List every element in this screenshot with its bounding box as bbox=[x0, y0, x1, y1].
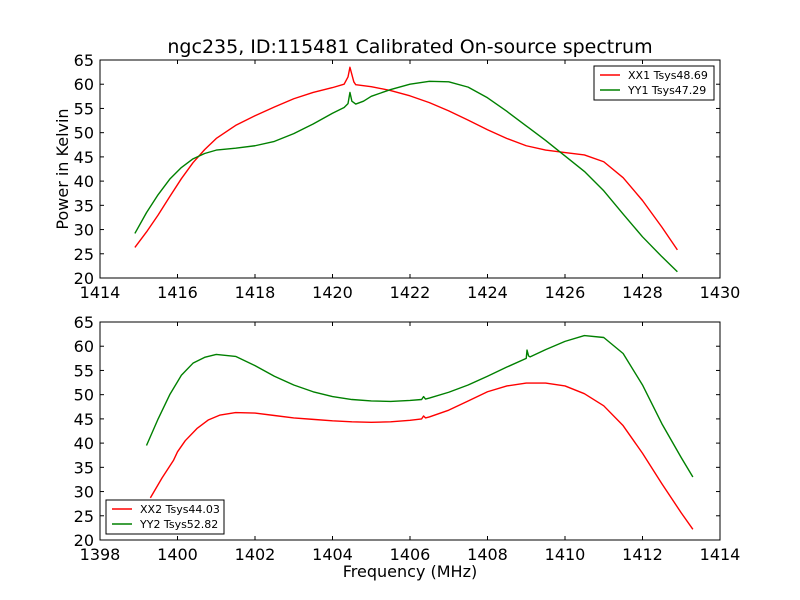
bottom-y-tick-label: 35 bbox=[74, 458, 94, 477]
bottom-y-tick-label: 60 bbox=[74, 337, 94, 356]
top-x-tick-label: 1418 bbox=[235, 283, 276, 302]
top-x-tick-label: 1414 bbox=[80, 283, 121, 302]
top-x-tick-label: 1416 bbox=[157, 283, 198, 302]
figure-title: ngc235, ID:115481 Calibrated On-source s… bbox=[167, 36, 652, 58]
top-y-tick-label: 25 bbox=[74, 245, 94, 264]
top-x-tick-label: 1426 bbox=[545, 283, 586, 302]
y-axis-label: Power in Kelvin bbox=[53, 108, 72, 229]
top-y-tick-label: 35 bbox=[74, 196, 94, 215]
top-y-tick-label: 20 bbox=[74, 269, 94, 288]
bottom-legend-label-1: YY2 Tsys52.82 bbox=[139, 518, 218, 531]
bottom-y-tick-label: 65 bbox=[74, 313, 94, 332]
top-x-tick-label: 1424 bbox=[467, 283, 508, 302]
bottom-spectrum-panel: 1398 1400 1402 1404 1406 1408 1410 1412 1414 20 25… bbox=[74, 313, 741, 564]
top-x-tick-label: 1430 bbox=[700, 283, 741, 302]
bottom-x-tick-label: 1410 bbox=[545, 545, 586, 564]
top-legend-label-0: XX1 Tsys48.69 bbox=[628, 69, 708, 82]
bottom-y-tick-label: 55 bbox=[74, 361, 94, 380]
bottom-y-tick-label: 45 bbox=[74, 410, 94, 429]
bottom-x-tick-label: 1412 bbox=[622, 545, 663, 564]
bottom-y-tick-label: 20 bbox=[74, 531, 94, 550]
top-x-tick-label: 1420 bbox=[312, 283, 353, 302]
bottom-x-tick-label: 1400 bbox=[157, 545, 198, 564]
top-legend-label-1: YY1 Tsys47.29 bbox=[627, 84, 706, 97]
top-series-group bbox=[134, 66, 678, 273]
bottom-x-tick-label: 1404 bbox=[312, 545, 353, 564]
bottom-y-tick-label: 50 bbox=[74, 386, 94, 405]
top-y-tick-label: 40 bbox=[74, 172, 94, 191]
top-y-tick-label: 45 bbox=[74, 148, 94, 167]
top-legend-box bbox=[593, 65, 715, 101]
top-y-tick-label: 60 bbox=[74, 75, 94, 94]
top-x-tick-label: 1428 bbox=[622, 283, 663, 302]
bottom-y-tick-label: 25 bbox=[74, 507, 94, 526]
x-axis-label: Frequency (MHz) bbox=[343, 562, 477, 581]
top-y-tick-label: 65 bbox=[74, 51, 94, 70]
bottom-x-tick-label: 1402 bbox=[235, 545, 276, 564]
top-spectrum-panel: 1414 1416 1418 1420 1422 1424 1426 1428 1430 20 25… bbox=[74, 51, 741, 302]
top-x-tick-label: 1422 bbox=[390, 283, 431, 302]
bottom-series-line-1 bbox=[145, 334, 694, 478]
bottom-legend-label-0: XX2 Tsys44.03 bbox=[140, 503, 220, 516]
top-y-tick-label: 50 bbox=[74, 124, 94, 143]
bottom-x-tick-label: 1398 bbox=[80, 545, 121, 564]
top-y-tick-label: 55 bbox=[74, 99, 94, 118]
top-legend: XX1 Tsys48.69 YY1 Tsys47.29 bbox=[593, 65, 715, 101]
bottom-y-tick-label: 40 bbox=[74, 434, 94, 453]
bottom-legend: XX2 Tsys44.03 YY2 Tsys52.82 bbox=[105, 499, 225, 535]
bottom-y-tick-label: 30 bbox=[74, 483, 94, 502]
top-series-line-1 bbox=[134, 80, 678, 273]
bottom-x-tick-label: 1406 bbox=[390, 545, 431, 564]
bottom-x-tick-label: 1414 bbox=[700, 545, 741, 564]
bottom-x-tick-label: 1408 bbox=[467, 545, 508, 564]
top-y-tick-label: 30 bbox=[74, 221, 94, 240]
bottom-series-line-0 bbox=[149, 382, 694, 530]
bottom-legend-box bbox=[105, 499, 225, 535]
bottom-series-group bbox=[145, 334, 694, 530]
top-series-line-0 bbox=[134, 66, 678, 251]
